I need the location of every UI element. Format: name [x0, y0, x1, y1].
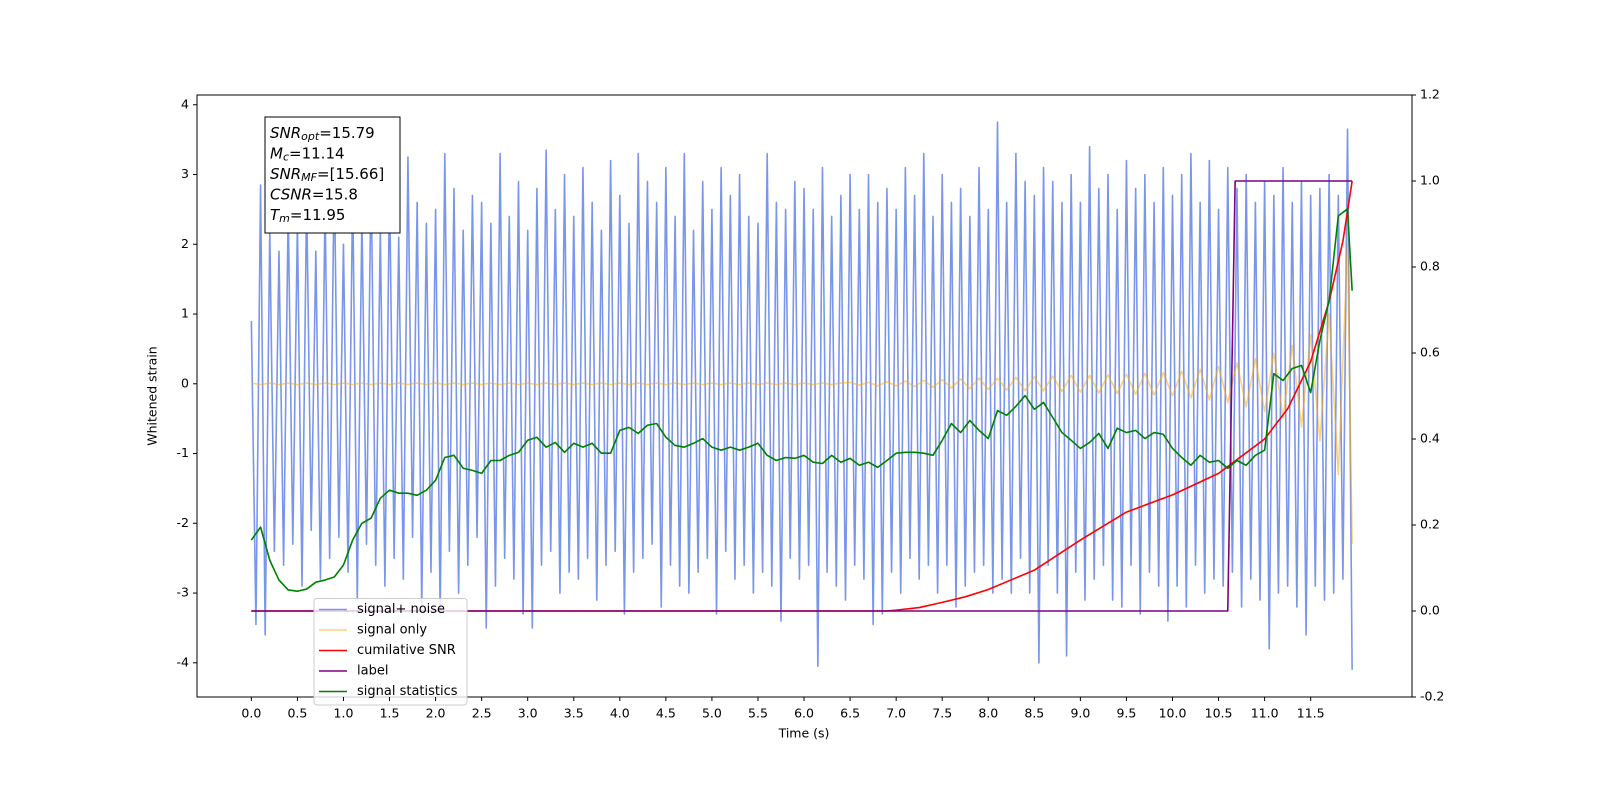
y-axis-label: Whitened strain — [145, 346, 160, 445]
annotation-text: =[15.66] — [317, 165, 384, 183]
x-axis-label: Time (s) — [778, 726, 830, 741]
annotation-text: =15.8 — [312, 185, 358, 203]
x-tick-label: 1.0 — [334, 706, 354, 721]
annotation-symbol: T — [270, 206, 281, 224]
x-tick-label: 7.5 — [932, 706, 952, 721]
x-tick-label: 1.5 — [380, 706, 400, 721]
annotation: SNRMF=[15.66] — [270, 165, 384, 185]
annotation-subscript: opt — [301, 130, 320, 143]
x-tick-label: 8.0 — [978, 706, 998, 721]
y-tick-label: 3 — [181, 166, 189, 181]
legend-label: cumilative SNR — [357, 643, 456, 658]
x-tick-label: 11.0 — [1251, 706, 1279, 721]
series-line — [251, 243, 1353, 545]
y-tick-label: -3 — [177, 585, 189, 600]
annotation-text: =11.14 — [289, 144, 345, 162]
series-line — [250, 208, 1353, 593]
y2-tick-label: 0.2 — [1420, 517, 1440, 532]
annotation-text: =11.95 — [290, 206, 346, 224]
legend-label: signal+ noise — [357, 602, 445, 617]
y-tick-label: 2 — [181, 236, 189, 251]
x-tick-label: 4.5 — [656, 706, 676, 721]
x-tick-label: 6.0 — [794, 706, 814, 721]
annotation: CSNR=15.8 — [270, 185, 358, 203]
legend-label: label — [357, 664, 388, 679]
y2-tick-label: 1.0 — [1420, 173, 1440, 188]
y-tick-label: -1 — [177, 445, 189, 460]
y-tick-label: 4 — [181, 96, 189, 111]
series-line — [251, 180, 1353, 612]
y2-tick-label: 1.2 — [1420, 87, 1440, 102]
x-tick-label: 8.5 — [1024, 706, 1044, 721]
legend-label: signal only — [357, 623, 427, 638]
annotation-symbol: M — [270, 144, 283, 162]
x-tick-label: 10.0 — [1159, 706, 1187, 721]
y-tick-label: 1 — [181, 306, 189, 321]
x-tick-label: 5.5 — [748, 706, 768, 721]
annotation: Tm=11.95 — [270, 206, 345, 226]
legend-frame — [313, 598, 468, 706]
y-tick-label: -4 — [177, 654, 190, 669]
legend: signal+ noise signal only cumilative SNR la… — [313, 598, 468, 706]
y2-tick-label: 0.8 — [1420, 259, 1440, 274]
x-tick-label: 3.5 — [564, 706, 584, 721]
x-tick-label: 2.5 — [472, 706, 492, 721]
x-tick-label: 6.5 — [840, 706, 860, 721]
annotation-text: =15.79 — [319, 124, 375, 142]
x-tick-label: 3.0 — [518, 706, 538, 721]
annotation-frame — [264, 116, 401, 234]
legend-label: signal statistics — [357, 684, 458, 699]
annotation-symbol: SNR — [270, 165, 301, 183]
annotation-symbol: SNR — [270, 124, 301, 142]
x-tick-label: 2.0 — [426, 706, 446, 721]
annotation-subscript: MF — [301, 171, 317, 184]
x-tick-label: 9.0 — [1070, 706, 1090, 721]
y2-tick-label: 0.6 — [1420, 345, 1440, 360]
annotation-box: SNRopt=15.79Mc=11.14SNRMF=[15.66]CSNR=15… — [264, 116, 401, 234]
plot-area — [250, 121, 1353, 670]
annotation-subscript: c — [283, 151, 289, 164]
x-tick-label: 0.0 — [241, 706, 261, 721]
y-tick-label: 0 — [181, 375, 189, 390]
x-tick-label: 9.5 — [1116, 706, 1136, 721]
series-line — [250, 121, 1353, 670]
annotation-subscript: m — [279, 212, 290, 225]
y2-tick-label: 0.4 — [1420, 431, 1440, 446]
x-tick-label: 11.5 — [1297, 706, 1325, 721]
x-tick-label: 7.0 — [886, 706, 906, 721]
x-tick-label: 0.5 — [287, 706, 307, 721]
annotation: SNRopt=15.79 — [270, 124, 375, 144]
x-tick-label: 10.5 — [1205, 706, 1233, 721]
x-tick-label: 4.0 — [610, 706, 630, 721]
y2-tick-label: 0.0 — [1420, 603, 1440, 618]
annotation: Mc=11.14 — [270, 144, 345, 164]
x-tick-label: 5.0 — [702, 706, 722, 721]
annotation-symbol: CSNR — [270, 185, 312, 203]
series-line — [251, 180, 1353, 612]
y-tick-label: -2 — [177, 515, 189, 530]
y2-tick-label: -0.2 — [1420, 689, 1444, 704]
